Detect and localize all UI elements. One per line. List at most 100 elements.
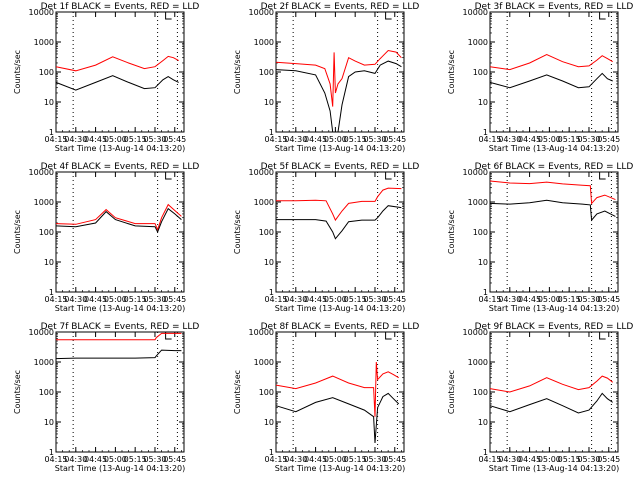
y-tick-label: 1 (269, 448, 274, 457)
x-tick-label: 04:30 (284, 135, 307, 144)
y-axis-label: Counts/sec (13, 50, 22, 94)
chart-panel-8: Det 8f BLACK = Events, RED = LLD 1 10 100 10… (233, 322, 419, 473)
top-bracket (599, 172, 606, 180)
y-tick-label: 1 (49, 448, 54, 457)
x-tick-label: 05:45 (163, 295, 186, 304)
series-line-red (275, 49, 402, 107)
y-tick-label: 1 (49, 288, 54, 297)
x-tick-label: 05:30 (363, 455, 386, 464)
x-tick-label: 05:00 (104, 135, 127, 144)
series-line-red (56, 332, 182, 341)
series-line-red (275, 361, 399, 417)
y-tick-label: 100 (259, 68, 274, 77)
x-tick-label: 04:30 (498, 295, 521, 304)
x-tick-label: 05:45 (163, 455, 186, 464)
y-tick-label: 1000 (468, 358, 488, 367)
chart-title: Det 3f BLACK = Events, RED = LLD (475, 2, 634, 12)
x-tick-label: 05:00 (324, 455, 347, 464)
x-tick-label: 05:15 (124, 295, 147, 304)
x-tick-label: 05:15 (344, 455, 367, 464)
plot-frame (55, 171, 185, 293)
chart-title: Det 5f BLACK = Events, RED = LLD (261, 162, 420, 172)
x-tick-label: 05:30 (143, 455, 166, 464)
x-tick-label: 04:45 (304, 455, 327, 464)
x-tick-label: 04:45 (84, 295, 107, 304)
x-tick-label: 05:30 (143, 295, 166, 304)
series-line-black (489, 392, 613, 414)
x-tick-label: 04:15 (44, 455, 67, 464)
x-tick-label: 05:00 (324, 135, 347, 144)
chart-panel-7: Det 7f BLACK = Events, RED = LLD 1 10 100 10… (13, 322, 199, 473)
x-tick-label: 04:15 (264, 455, 287, 464)
chart-title: Det 9f BLACK = Events, RED = LLD (475, 322, 634, 332)
x-tick-label: 04:15 (44, 295, 67, 304)
x-axis-label: Start Time (13-Aug-14 04:13:20) (489, 304, 620, 313)
y-tick-label: 10 (264, 98, 274, 107)
series-line-black (276, 205, 402, 240)
y-tick-label: 10 (478, 258, 488, 267)
top-bracket (165, 172, 172, 180)
x-tick-label: 05:45 (383, 135, 406, 144)
series-line-black (55, 207, 182, 234)
x-tick-label: 04:45 (518, 455, 541, 464)
chart-panel-3: Det 3f BLACK = Events, RED = LLD 1 10 100 10… (447, 2, 633, 153)
series-line-black (489, 199, 616, 222)
y-tick-label: 1000 (254, 358, 274, 367)
series-line-black (55, 349, 182, 360)
x-tick-label: 04:30 (64, 295, 87, 304)
x-tick-label: 05:45 (597, 135, 620, 144)
y-tick-label: 100 (39, 388, 54, 397)
y-tick-label: 10000 (29, 168, 54, 177)
x-tick-label: 05:30 (577, 455, 600, 464)
x-axis-label: Start Time (13-Aug-14 04:13:20) (55, 144, 186, 153)
series-line-red (276, 187, 402, 222)
top-bracket (165, 12, 172, 20)
x-tick-label: 05:45 (597, 295, 620, 304)
x-axis-label: Start Time (13-Aug-14 04:13:20) (275, 464, 406, 473)
y-tick-label: 1 (483, 128, 488, 137)
plot-frame (489, 171, 619, 293)
y-tick-label: 100 (259, 228, 274, 237)
y-tick-label: 10000 (29, 328, 54, 337)
chart-title: Det 1f BLACK = Events, RED = LLD (41, 2, 200, 12)
y-tick-label: 10 (264, 258, 274, 267)
plot-frame (55, 11, 185, 133)
y-tick-label: 100 (259, 388, 274, 397)
y-tick-label: 10000 (463, 8, 488, 17)
y-axis-label: Counts/sec (447, 50, 456, 94)
x-tick-label: 04:15 (478, 455, 501, 464)
x-tick-label: 05:00 (324, 295, 347, 304)
top-bracket (165, 332, 172, 340)
x-tick-label: 05:00 (538, 135, 561, 144)
x-tick-label: 04:30 (64, 455, 87, 464)
y-tick-label: 10 (264, 418, 274, 427)
y-tick-label: 10 (44, 418, 54, 427)
chart-panel-4: Det 4f BLACK = Events, RED = LLD 1 10 100 10… (13, 162, 199, 313)
y-tick-label: 100 (473, 68, 488, 77)
x-axis-label: Start Time (13-Aug-14 04:13:20) (275, 144, 406, 153)
y-tick-label: 1000 (254, 198, 274, 207)
y-tick-label: 1000 (254, 38, 274, 47)
chart-panel-2: Det 2f BLACK = Events, RED = LLD 1 10 100 10… (233, 2, 419, 153)
plot-frame (275, 171, 405, 293)
x-tick-label: 04:15 (478, 295, 501, 304)
x-axis-label: Start Time (13-Aug-14 04:13:20) (489, 464, 620, 473)
y-tick-label: 1 (483, 448, 488, 457)
x-tick-label: 05:15 (124, 455, 147, 464)
x-tick-label: 04:45 (84, 455, 107, 464)
chart-title: Det 4f BLACK = Events, RED = LLD (41, 162, 200, 172)
y-tick-label: 1000 (34, 198, 54, 207)
x-tick-label: 04:30 (284, 295, 307, 304)
series-line-red (55, 55, 179, 72)
x-tick-label: 05:15 (558, 135, 581, 144)
x-tick-label: 05:45 (163, 135, 186, 144)
y-axis-label: Counts/sec (13, 370, 22, 414)
y-tick-label: 10000 (249, 168, 274, 177)
y-tick-label: 10000 (463, 328, 488, 337)
y-axis-label: Counts/sec (233, 210, 242, 254)
x-tick-label: 04:45 (304, 295, 327, 304)
chart-panel-1: Det 1f BLACK = Events, RED = LLD 1 10 100 10… (13, 2, 199, 153)
y-axis-label: Counts/sec (233, 50, 242, 94)
top-bracket (385, 332, 392, 340)
